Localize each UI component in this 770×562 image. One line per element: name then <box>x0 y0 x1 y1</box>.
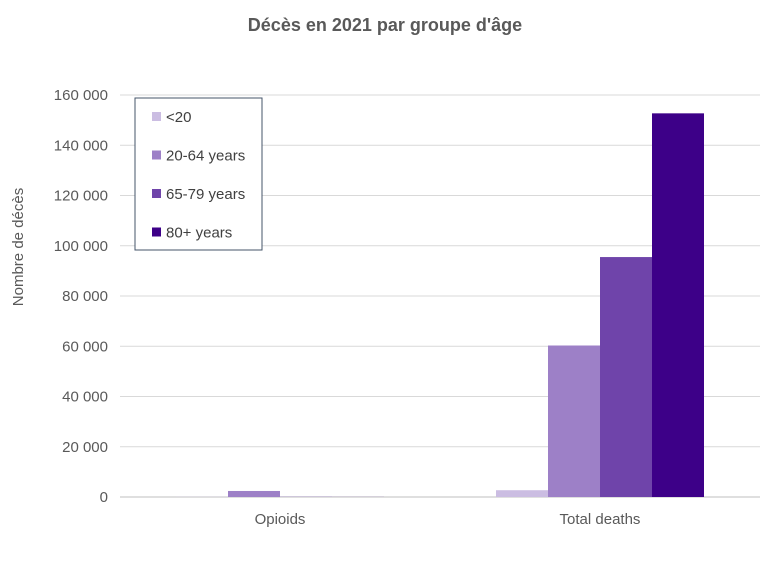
y-tick-label: 160 000 <box>54 87 108 104</box>
legend-swatch <box>152 189 161 198</box>
legend-label: 65-79 years <box>166 186 245 203</box>
bars <box>176 113 704 497</box>
bar-80-years-total-deaths <box>652 113 704 497</box>
y-tick-label: 20 000 <box>62 439 108 456</box>
y-tick-label: 40 000 <box>62 389 108 406</box>
x-axis-ticks: Opioids Total deaths <box>255 511 641 528</box>
legend-swatch <box>152 227 161 237</box>
legend-swatch <box>152 112 161 121</box>
legend-label: 80+ years <box>166 225 232 242</box>
x-tick-label: Opioids <box>255 511 306 528</box>
y-axis-ticks: 0 20 000 40 000 60 000 80 000 100 000 120 000 1… <box>54 87 108 506</box>
legend-label: <20 <box>166 109 191 126</box>
y-tick-label: 120 000 <box>54 188 108 205</box>
x-tick-label: Total deaths <box>560 511 641 528</box>
bar--20-total-deaths <box>496 490 548 497</box>
y-tick-label: 60 000 <box>62 338 108 355</box>
y-tick-label: 100 000 <box>54 238 108 255</box>
y-tick-label: 80 000 <box>62 288 108 305</box>
bar-20-64-years-opioids <box>228 490 280 497</box>
legend-swatch <box>152 150 161 160</box>
legend-label: 20-64 years <box>166 148 245 165</box>
y-tick-label: 140 000 <box>54 137 108 154</box>
bar-65-79-years-total-deaths <box>600 257 652 497</box>
legend: <20 20-64 years 65-79 years 80+ years <box>134 97 263 251</box>
legend-box <box>134 97 263 251</box>
y-tick-label: 0 <box>100 489 108 506</box>
chart-title: Décès en 2021 par groupe d'âge <box>248 15 522 35</box>
y-axis-title: Nombre de décès <box>10 188 27 306</box>
bar-20-64-years-total-deaths <box>548 345 600 497</box>
